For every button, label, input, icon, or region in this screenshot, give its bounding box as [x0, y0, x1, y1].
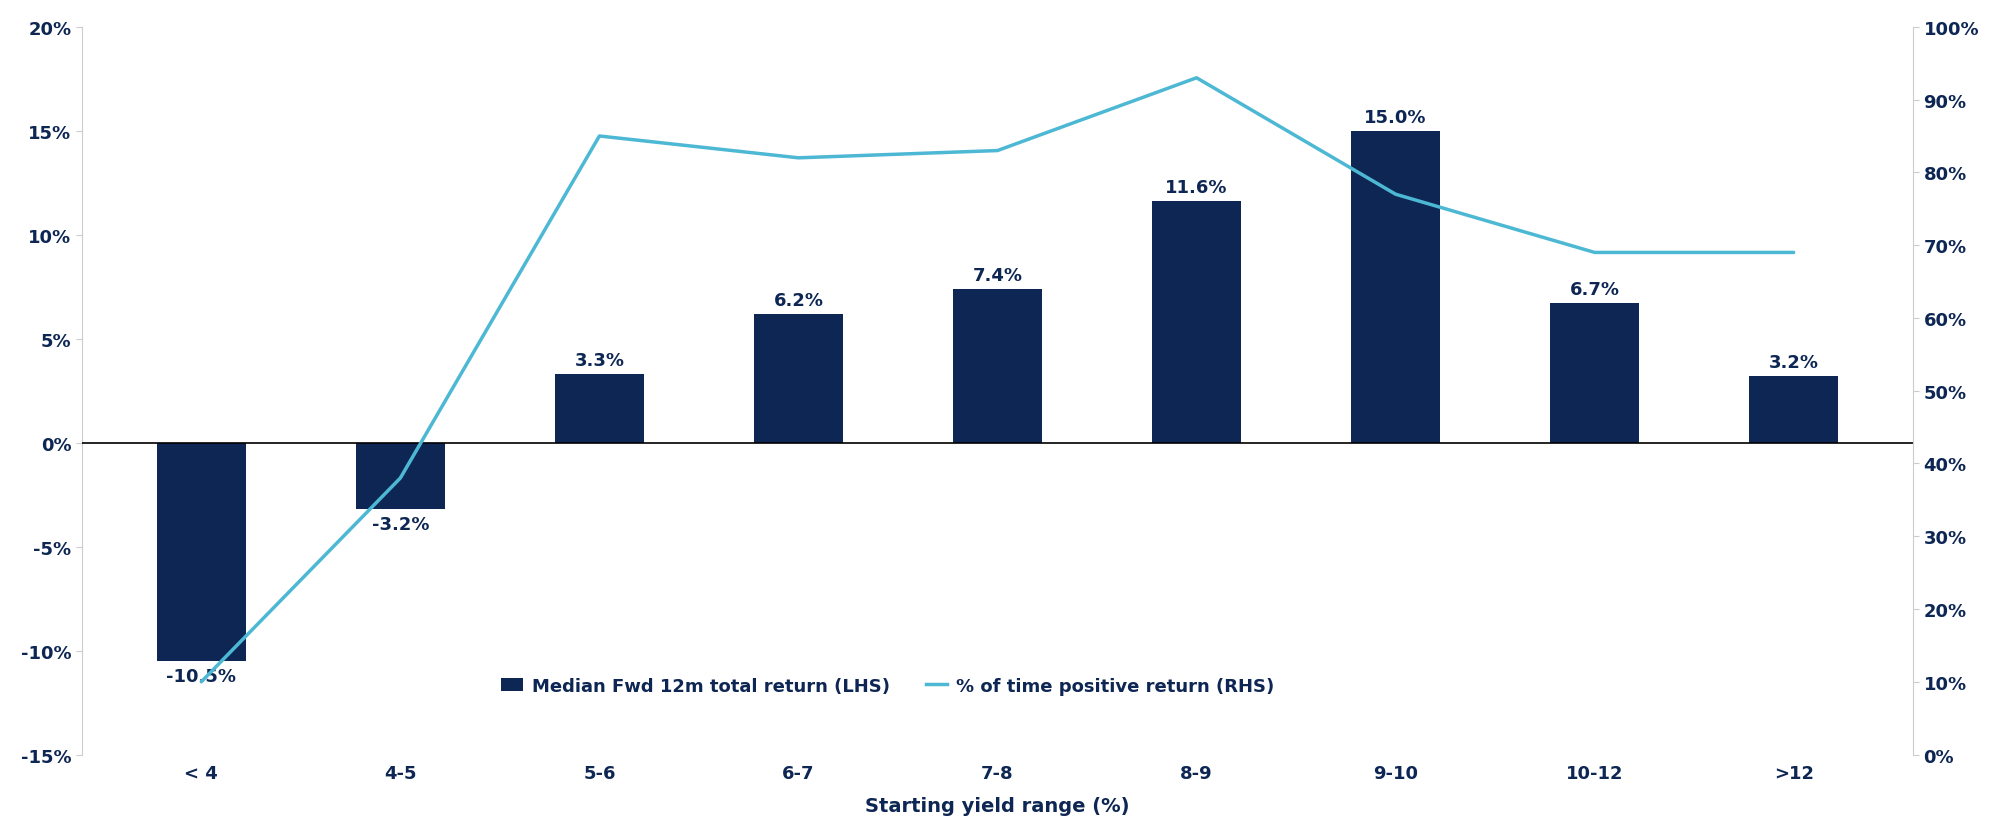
Bar	[156, 443, 246, 661]
Bar	[1748, 377, 1838, 443]
Legend: Median Fwd 12m total return (LHS), % of time positive return (RHS): Median Fwd 12m total return (LHS), % of …	[494, 670, 1282, 702]
X-axis label: Starting yield range (%): Starting yield range (%)	[866, 796, 1130, 815]
Bar	[952, 289, 1042, 443]
Text: -10.5%: -10.5%	[166, 667, 236, 686]
Bar	[554, 375, 644, 443]
Text: 15.0%: 15.0%	[1364, 109, 1426, 126]
Text: 6.2%: 6.2%	[774, 291, 824, 309]
Text: 6.7%: 6.7%	[1570, 281, 1620, 298]
Bar	[1550, 304, 1640, 443]
Text: 3.3%: 3.3%	[574, 351, 624, 370]
Bar	[754, 314, 844, 443]
Text: 3.2%: 3.2%	[1768, 354, 1818, 371]
Text: 11.6%: 11.6%	[1166, 179, 1228, 197]
Text: 7.4%: 7.4%	[972, 267, 1022, 284]
Bar	[1152, 202, 1242, 443]
Bar	[356, 443, 446, 510]
Text: -3.2%: -3.2%	[372, 516, 430, 534]
Bar	[1350, 131, 1440, 443]
